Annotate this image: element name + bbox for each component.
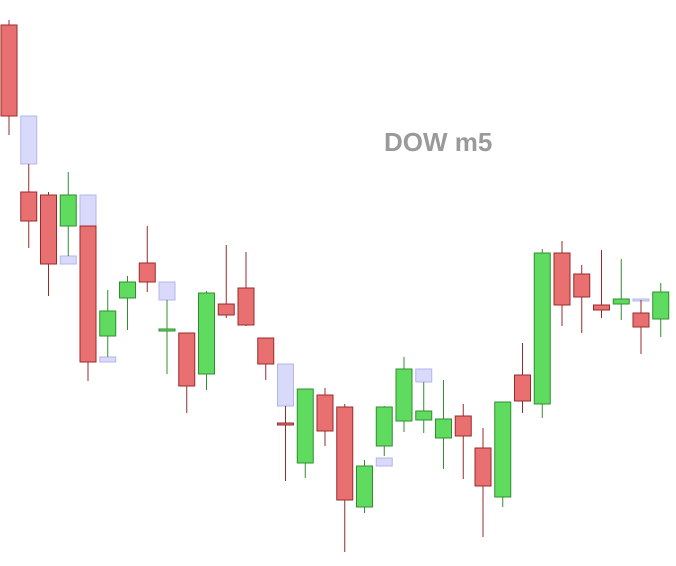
candle-body <box>375 406 393 447</box>
candle-body <box>0 24 18 117</box>
candle-body <box>59 194 77 227</box>
ghost-box <box>79 194 97 227</box>
candle-body <box>632 312 650 328</box>
ghost-box <box>415 368 433 383</box>
candle-body <box>652 291 670 320</box>
candle-body <box>593 304 610 311</box>
candle-body <box>158 328 176 332</box>
candle-body <box>99 310 117 337</box>
candle-body <box>237 287 255 326</box>
ghost-box <box>375 457 393 467</box>
candle-body <box>612 298 630 305</box>
candle-body <box>138 262 156 283</box>
candle-body <box>277 422 294 426</box>
candle-body <box>217 303 235 316</box>
candle-body <box>40 194 57 265</box>
candle-body <box>454 415 472 437</box>
candle-body <box>395 368 413 422</box>
candle-body <box>474 447 492 487</box>
ghost-box <box>99 356 117 363</box>
candle-body <box>533 252 551 405</box>
ghost-box <box>59 255 77 265</box>
chart-title: DOW m5 <box>384 127 492 157</box>
candle-body <box>435 418 452 439</box>
candle-body <box>573 273 591 298</box>
candle-body <box>356 465 373 508</box>
candle-body <box>198 292 215 375</box>
candle-body <box>20 191 38 222</box>
candle-body <box>553 252 571 306</box>
candle-body <box>178 332 196 387</box>
ghost-box <box>158 281 176 301</box>
candle-body <box>79 225 97 363</box>
ghost-box <box>20 115 38 165</box>
candle-body <box>257 337 275 365</box>
ghost-box <box>277 363 294 407</box>
candle-body <box>296 388 314 464</box>
candle-body <box>336 406 354 501</box>
candle-body <box>494 401 512 498</box>
candle-body <box>514 374 531 402</box>
candle-body <box>316 394 334 432</box>
candle-body <box>415 410 433 421</box>
candle-body <box>119 281 136 299</box>
